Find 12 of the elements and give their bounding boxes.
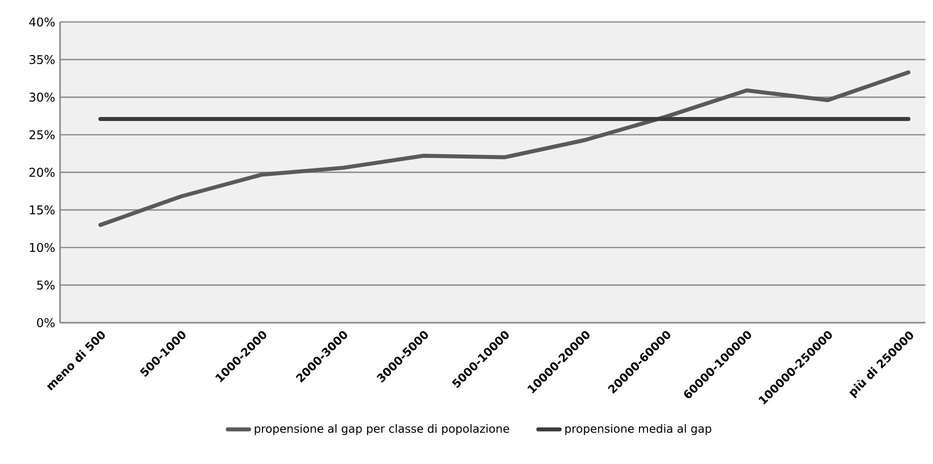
y-tick-label: 30% (30, 92, 55, 102)
y-tick-label: 25% (30, 130, 55, 140)
y-tick-label: 10% (30, 242, 55, 252)
legend-label: propensione media al gap (565, 424, 712, 436)
legend-label: propensione al gap per classe di popolazione (254, 424, 510, 436)
y-tick-label: 20% (30, 168, 55, 177)
y-tick-label: 5% (37, 280, 55, 290)
line-series (98, 70, 910, 227)
y-tick-label: 15% (30, 205, 55, 214)
y-tick-label: 35% (30, 55, 55, 64)
y-tick-label: 0% (37, 318, 55, 328)
y-tick-label: 40% (29, 17, 55, 27)
